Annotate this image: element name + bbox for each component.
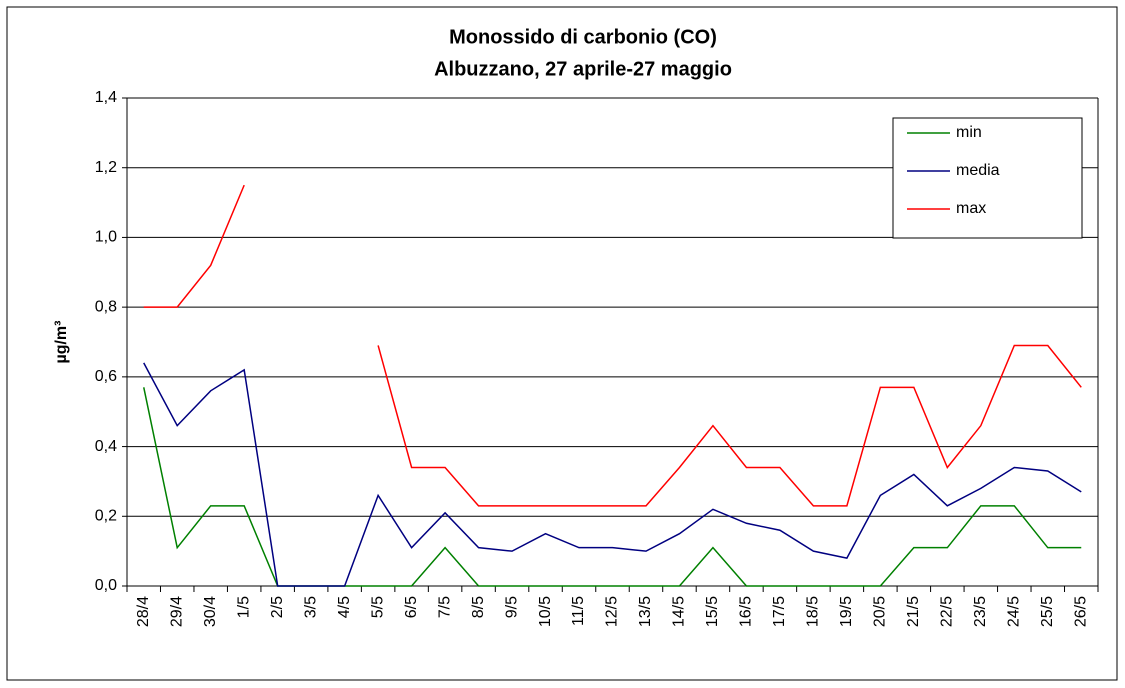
x-tick-label: 23/5: [972, 596, 989, 627]
x-tick-label: 3/5: [302, 596, 319, 618]
x-tick-label: 18/5: [805, 596, 822, 627]
x-tick-label: 8/5: [470, 596, 487, 618]
x-tick-label: 12/5: [604, 596, 621, 627]
x-tick-label: 24/5: [1006, 596, 1023, 627]
chart-title: Monossido di carbonio (CO): [449, 26, 717, 48]
x-tick-label: 30/4: [202, 596, 219, 627]
x-tick-label: 14/5: [671, 596, 688, 627]
x-tick-label: 20/5: [872, 596, 889, 627]
legend-label: max: [956, 200, 986, 217]
x-tick-label: 4/5: [336, 596, 353, 618]
x-tick-label: 13/5: [637, 596, 654, 627]
y-tick-label: 0,8: [95, 298, 117, 315]
x-tick-label: 7/5: [436, 596, 453, 618]
x-tick-label: 19/5: [838, 596, 855, 627]
y-tick-label: 1,4: [95, 89, 117, 106]
x-tick-label: 2/5: [269, 596, 286, 618]
x-tick-label: 17/5: [771, 596, 788, 627]
legend-box: [892, 117, 1083, 239]
x-tick-label: 15/5: [704, 596, 721, 627]
x-tick-label: 25/5: [1039, 596, 1056, 627]
x-tick-label: 22/5: [939, 596, 956, 627]
y-axis-label: µg/m³: [53, 321, 70, 364]
x-tick-label: 9/5: [503, 596, 520, 618]
x-tick-label: 21/5: [905, 596, 922, 627]
line-series: [143, 362, 1082, 587]
y-tick-label: 1,0: [95, 229, 117, 246]
y-tick-label: 0,0: [95, 577, 117, 594]
legend-label: media: [956, 162, 1000, 179]
y-tick-label: 0,4: [95, 438, 117, 455]
chart-subtitle: Albuzzano, 27 aprile-27 maggio: [434, 58, 732, 80]
y-tick-label: 0,2: [95, 508, 117, 525]
x-tick-label: 29/4: [168, 596, 185, 627]
legend-label: min: [956, 124, 982, 141]
chart-border: [6, 6, 1118, 681]
x-tick-label: 16/5: [738, 596, 755, 627]
y-tick-label: 1,2: [95, 159, 117, 176]
x-tick-label: 28/4: [135, 596, 152, 627]
x-tick-label: 6/5: [403, 596, 420, 618]
x-tick-label: 1/5: [235, 596, 252, 618]
x-tick-label: 11/5: [570, 596, 587, 626]
y-tick-label: 0,6: [95, 368, 117, 385]
x-tick-label: 26/5: [1072, 596, 1089, 627]
x-tick-label: 5/5: [369, 596, 386, 618]
x-tick-label: 10/5: [537, 596, 554, 627]
line-series: [143, 184, 1082, 507]
